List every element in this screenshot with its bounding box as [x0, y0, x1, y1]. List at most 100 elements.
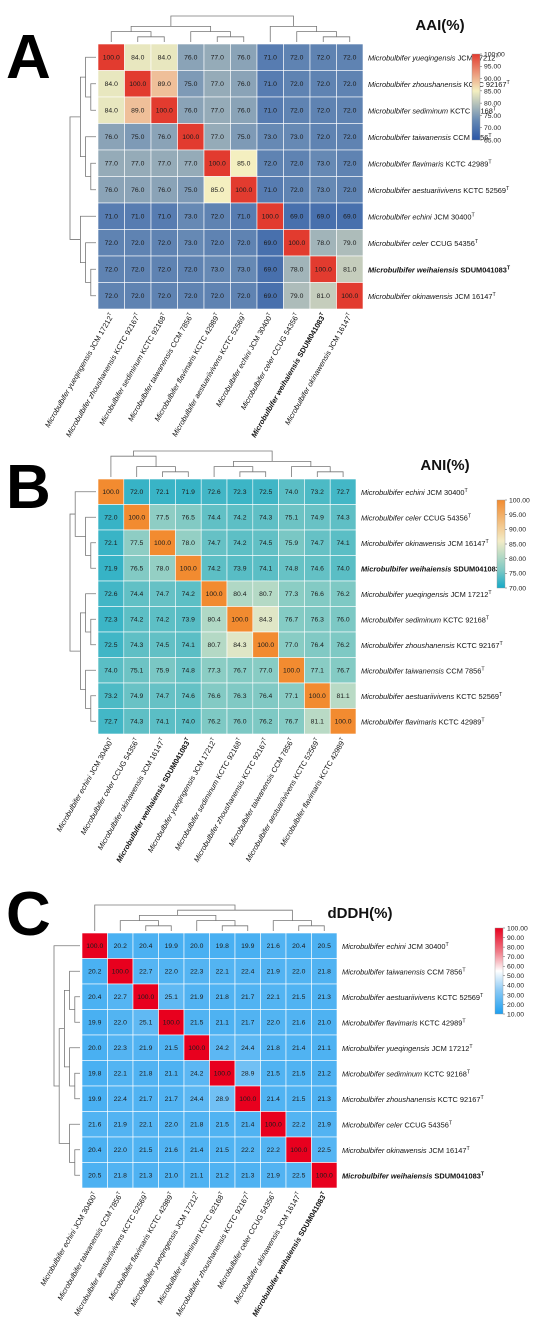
dendrogram-branch	[80, 612, 86, 690]
row-label-type-mark: T	[472, 212, 476, 218]
heatmap-cell	[252, 606, 279, 633]
column-label-epithet: yueqingensis	[65, 349, 95, 392]
colorbar-tick-label: 90.00	[507, 935, 524, 942]
dendrogram-branch	[322, 36, 351, 42]
heatmap-cell	[230, 176, 258, 204]
cell-value-label: 84.0	[105, 81, 118, 88]
cell-value-label: 24.4	[190, 1096, 203, 1103]
cell-value-label: 21.5	[165, 1045, 178, 1052]
heatmap-cell	[123, 708, 150, 735]
row-label-genus: Microbulbifer	[368, 292, 412, 301]
row-label-strain: JCM 17212	[430, 1044, 470, 1053]
cell-value-label: 19.9	[88, 1020, 101, 1027]
heatmap-cell	[158, 1034, 185, 1061]
cell-value-label: 100.0	[316, 1173, 333, 1180]
row-label-epithet: weihaiensis	[410, 564, 452, 573]
row-label-type-mark: T	[495, 53, 499, 59]
column-labels: Microbulbifer echini JCM 30400TMicrobulb…	[38, 1190, 327, 1318]
row-label-genus: Microbulbifer	[361, 692, 405, 701]
row-label-strain: KCTC 52569	[461, 186, 506, 195]
cell-value-label: 71.0	[264, 81, 277, 88]
row-label-strain: KCTC 92168	[448, 106, 493, 115]
heatmap-cell	[200, 657, 228, 684]
cell-value-label: 76.2	[336, 591, 349, 598]
row-label-genus: Microbulbifer	[342, 942, 386, 951]
cell-value-label: 74.9	[311, 515, 324, 522]
heatmap-cell	[283, 282, 311, 310]
cell-value-label: 100.0	[112, 969, 129, 976]
cell-value-label: 75.0	[184, 81, 197, 88]
cell-value-label: 72.0	[184, 267, 197, 274]
panel-letter: B	[6, 453, 51, 522]
heatmap-cell	[252, 682, 279, 709]
heatmap-cell	[149, 504, 176, 531]
heatmap-cell	[311, 932, 338, 959]
cell-value-label: 21.7	[139, 1096, 152, 1103]
heatmap-cell	[200, 504, 228, 531]
column-label-type-mark: T	[106, 736, 113, 742]
column-label-genus: Microbulbifer	[192, 821, 222, 864]
dendrogram-branch	[90, 695, 96, 722]
cell-value-label: 21.1	[216, 1020, 229, 1027]
cell-value-label: 72.5	[104, 642, 117, 649]
dendrogram-branch	[90, 83, 96, 111]
column-label-strain: JCM 16147	[274, 1193, 302, 1232]
heatmap-cell	[177, 229, 205, 257]
cell-value-label: 72.0	[290, 108, 303, 115]
colorbar-tick-label: 95.00	[484, 64, 501, 71]
cell-value-label: 81.1	[311, 719, 324, 726]
row-label-strain: JCM 16147	[427, 1146, 467, 1155]
dendrogram-branch	[90, 268, 96, 297]
heatmap-cell	[124, 149, 152, 177]
row-label: Microbulbifer celer CCUG 54356T	[368, 239, 479, 248]
row-label-epithet: sediminum	[405, 615, 441, 624]
column-label-epithet: flavimaris	[300, 778, 324, 810]
heatmap-cell	[81, 1111, 108, 1138]
cell-value-label: 69.0	[264, 293, 277, 300]
heatmap-cell	[336, 229, 364, 257]
colorbar-tick-label: 20.00	[507, 1002, 524, 1009]
cell-value-label: 100.0	[239, 1096, 256, 1103]
cell-value-label: 100.0	[129, 81, 146, 88]
heatmap-cell	[124, 43, 152, 71]
heatmap-cell	[234, 983, 261, 1010]
column-label-strain: KCTC 92167	[111, 314, 141, 357]
row-label: Microbulbifer taiwanensis CCM 7856T	[361, 666, 485, 675]
column-label-genus: Microbulbifer	[232, 1263, 262, 1306]
cell-value-label: 76.6	[207, 693, 220, 700]
heatmap-cell	[304, 555, 331, 582]
cell-value-label: 71.9	[182, 489, 195, 496]
cell-value-label: 72.3	[233, 489, 246, 496]
row-label-type-mark: T	[492, 292, 496, 298]
cell-value-label: 74.5	[259, 540, 272, 547]
row-label-type-mark: T	[481, 717, 485, 723]
dendrogram-branch	[69, 513, 81, 652]
row-label-type-mark: T	[446, 942, 450, 948]
dendrogram-branch	[170, 15, 294, 27]
row-label-epithet: sediminum	[412, 106, 448, 115]
column-label-genus: Microbulbifer	[155, 1263, 185, 1306]
cell-value-label: 22.0	[114, 1147, 127, 1154]
cell-value-label: 20.4	[88, 1147, 101, 1154]
heatmap-cell	[124, 229, 152, 257]
cell-value-label: 22.0	[267, 1020, 280, 1027]
cell-value-label: 73.9	[182, 617, 195, 624]
column-label-strain: JCM 17212	[87, 314, 115, 353]
row-label-type-mark: T	[485, 539, 489, 545]
heatmap-cell	[283, 96, 311, 124]
heatmap-cell	[311, 1162, 338, 1189]
row-label: Microbulbifer echini JCM 30400T	[361, 488, 469, 497]
dendrogram-branch	[74, 1149, 80, 1176]
dendrogram-branch	[90, 618, 96, 646]
cell-value-label: 21.4	[190, 1147, 203, 1154]
cell-value-label: 24.4	[241, 1045, 254, 1052]
heatmap-cell	[97, 96, 125, 124]
column-label-genus: Microbulbifer	[214, 366, 244, 409]
heatmap-cell	[283, 202, 311, 230]
row-label: Microbulbifer aestuariivivens KCTC 52569…	[361, 692, 503, 701]
column-label-strain: JCM 17212	[189, 739, 217, 778]
row-label: Microbulbifer echini JCM 30400T	[368, 212, 476, 221]
colorbar-tick-label: 70.00	[509, 585, 526, 592]
cell-value-label: 20.2	[88, 969, 101, 976]
cell-value-label: 77.0	[211, 55, 224, 62]
